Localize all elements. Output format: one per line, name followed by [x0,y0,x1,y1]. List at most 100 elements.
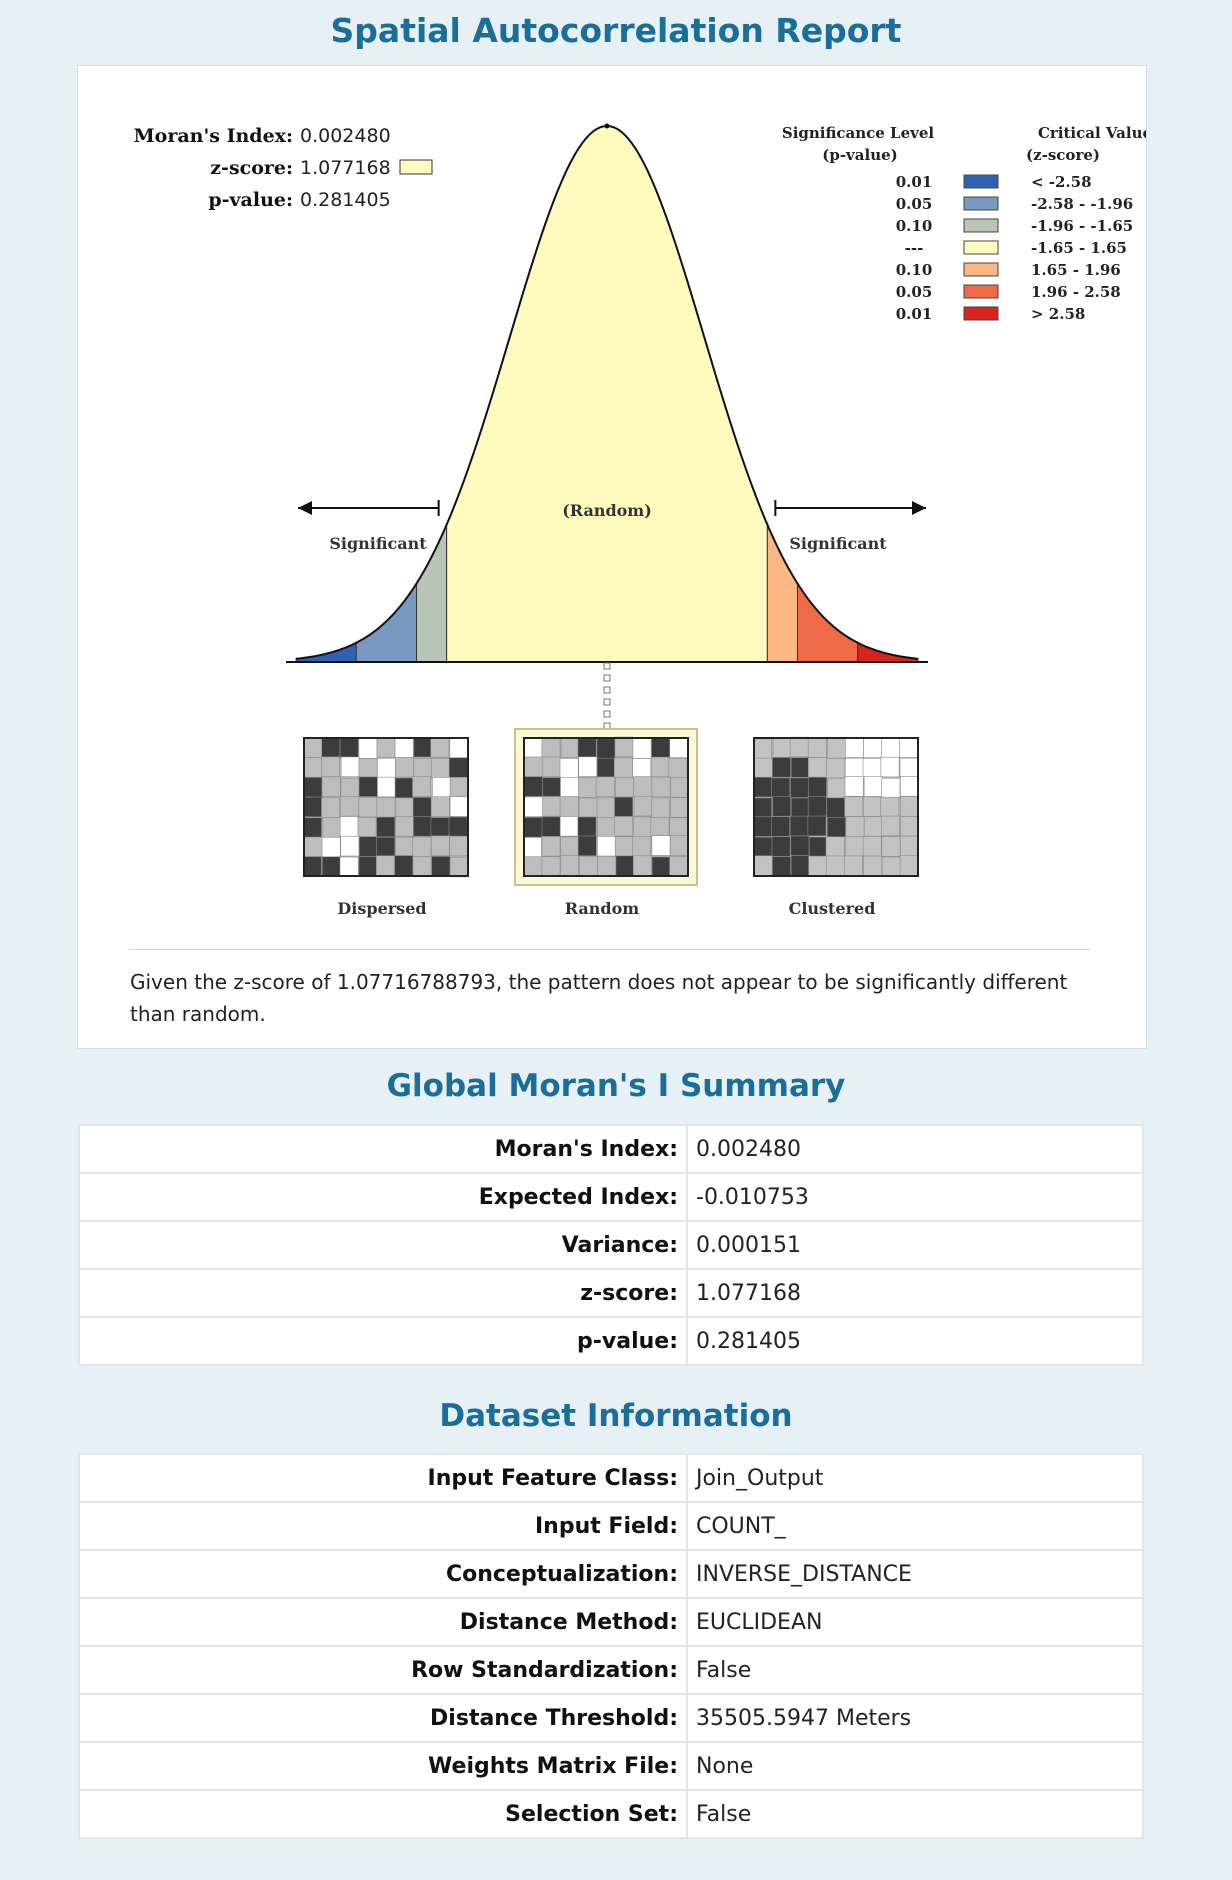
map-region [791,797,810,818]
legend-p-value: 0.10 [896,217,933,235]
map-region [578,777,598,798]
map-region [651,776,671,798]
z-swatch [399,159,433,175]
map-region [596,757,616,779]
map-region [340,835,360,857]
map-region [753,757,773,779]
map-region [340,796,360,817]
map-region [448,757,468,778]
map-region [772,796,792,817]
summary-row: z-score: 1.077168 [78,1268,1144,1318]
map-region [881,777,901,799]
chart-panel: Significant (Random) Significant Moran's In… [77,65,1147,1049]
dataset-key: Weights Matrix File: [78,1741,688,1791]
report-title: Spatial Autocorrelation Report [330,11,902,50]
map-region [431,757,451,779]
curve-band [446,125,768,663]
map-region [321,738,341,759]
legend-p-value: 0.05 [896,195,933,213]
dataset-row: Conceptualization: INVERSE_DISTANCE [78,1549,1144,1599]
map-region [394,855,414,876]
summary-table: Moran's Index: 0.002480 Expected Index: -0.… [78,1124,1144,1366]
map-region [412,836,432,858]
summary-value: -0.010753 [686,1172,1144,1222]
map-region [845,737,864,758]
dataset-table: Input Feature Class: Join_Output Input Fie… [78,1453,1144,1839]
map-region [669,797,689,818]
map-region [771,777,791,798]
map-region [394,777,414,799]
summary-value: 0.281405 [686,1316,1144,1366]
dataset-value: EUCLIDEAN [686,1597,1144,1647]
map-region [650,817,670,838]
annotation-center: (Random) [562,501,652,520]
map-region [825,836,845,857]
dataset-key: Input Field: [78,1501,688,1551]
pattern-map-border [523,737,689,877]
map-region [579,856,598,877]
summary-key: p-value: [78,1316,688,1366]
summary-value: 1.077168 [686,1268,1144,1318]
map-region [541,738,561,759]
annotation-right: Significant [789,534,887,553]
dataset-value: False [686,1789,1144,1839]
map-region [577,816,597,837]
map-region [633,795,653,817]
pattern-label: Clustered [789,899,876,918]
dataset-key: Conceptualization: [78,1549,688,1599]
stat-morans-value: 0.002480 [300,125,391,147]
conclusion-text: Given the z-score of 1.07716788793, the … [130,970,1068,1026]
map-region [670,835,689,856]
summary-value: 0.000151 [686,1220,1144,1270]
dataset-key: Distance Method: [78,1597,688,1647]
map-region [412,776,432,797]
map-region [358,856,378,877]
map-region [826,855,845,876]
map-region [651,738,671,759]
legend-range: 1.96 - 2.58 [1031,283,1121,301]
map-region [430,737,450,758]
map-region [303,796,323,818]
normal-distribution-chart: Significant (Random) Significant Moran's In… [134,123,1146,918]
map-region [412,856,432,877]
legend-p-value: 0.10 [896,261,933,279]
map-region [449,835,469,857]
map-region [844,836,864,857]
map-region [615,777,634,798]
map-region [339,816,359,837]
map-region [651,835,671,856]
map-region [900,796,920,817]
pattern-map-border [303,737,469,877]
map-region [633,776,653,797]
map-region [302,856,322,877]
map-region [790,855,810,876]
map-region [449,777,469,798]
legend-crit-header: Critical Value [1038,124,1146,142]
summary-title: Global Moran's I Summary [386,1068,846,1104]
map-region [632,835,652,857]
map-region [394,797,414,818]
map-region [880,756,900,778]
summary-key: Variance: [78,1220,688,1270]
legend-p-value: 0.05 [896,283,933,301]
summary-row: Moran's Index: 0.002480 [78,1124,1144,1174]
dataset-row: Distance Threshold: 35505.5947 Meters [78,1693,1144,1743]
z-marker-dot [603,662,611,670]
map-region [614,816,634,837]
map-region [651,856,671,877]
map-region [430,817,450,838]
map-region [597,835,616,857]
map-region [358,758,378,779]
map-region [789,736,809,758]
map-region [669,817,689,838]
map-region [377,776,396,798]
map-region [650,756,670,778]
map-region [808,757,827,778]
map-region [900,816,920,837]
map-region [772,757,791,778]
map-region [448,816,468,838]
stat-p-value: 0.281405 [300,189,391,211]
map-region [753,797,772,819]
map-region [808,855,828,877]
legend-sig-header: Significance Level [782,124,935,142]
